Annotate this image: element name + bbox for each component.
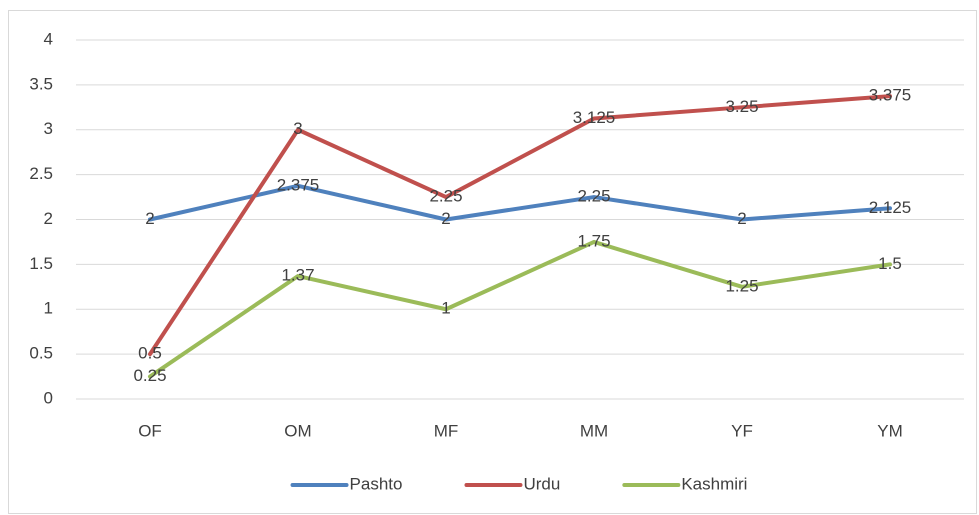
legend-label: Kashmiri xyxy=(681,474,747,493)
y-tick-label: 3.5 xyxy=(29,74,53,93)
y-tick-label: 0.5 xyxy=(29,344,53,363)
y-tick-label: 1.5 xyxy=(29,254,53,273)
x-tick-label: YM xyxy=(877,421,903,440)
data-label: 1.37 xyxy=(281,266,314,285)
x-tick-label: MF xyxy=(434,421,459,440)
y-tick-label: 4 xyxy=(44,29,53,48)
x-tick-label: OM xyxy=(284,421,311,440)
y-tick-label: 3 xyxy=(44,119,53,138)
y-tick-label: 2.5 xyxy=(29,164,53,183)
y-tick-label: 1 xyxy=(44,299,53,318)
data-label: 3 xyxy=(293,119,302,138)
x-tick-label: MM xyxy=(580,421,608,440)
data-label: 2 xyxy=(441,209,450,228)
series-line xyxy=(148,94,892,357)
chart-border xyxy=(8,10,977,514)
y-tick-label: 2 xyxy=(44,209,53,228)
data-label: 1.5 xyxy=(878,254,902,273)
x-tick-label: YF xyxy=(731,421,753,440)
data-label: 1.75 xyxy=(577,231,610,250)
data-label: 2.25 xyxy=(429,187,462,206)
data-label: 2.125 xyxy=(869,198,912,217)
legend-label: Urdu xyxy=(523,474,560,493)
series-line xyxy=(148,183,892,222)
series-line xyxy=(148,239,892,379)
data-label: 2.25 xyxy=(577,187,610,206)
data-label: 3.25 xyxy=(725,97,758,116)
data-label: 1 xyxy=(441,299,450,318)
x-tick-label: OF xyxy=(138,421,162,440)
data-label: 0.5 xyxy=(138,344,162,363)
data-label: 2 xyxy=(145,209,154,228)
data-label: 0.25 xyxy=(133,366,166,385)
data-label: 2 xyxy=(737,209,746,228)
y-tick-label: 0 xyxy=(44,388,53,407)
data-label: 1.25 xyxy=(725,276,758,295)
legend: Pashto Urdu Kashmiri xyxy=(290,474,747,493)
data-label: 3.125 xyxy=(573,108,616,127)
data-label: 3.375 xyxy=(869,86,912,105)
legend-label: Pashto xyxy=(350,474,403,493)
data-label: 2.375 xyxy=(277,175,320,194)
